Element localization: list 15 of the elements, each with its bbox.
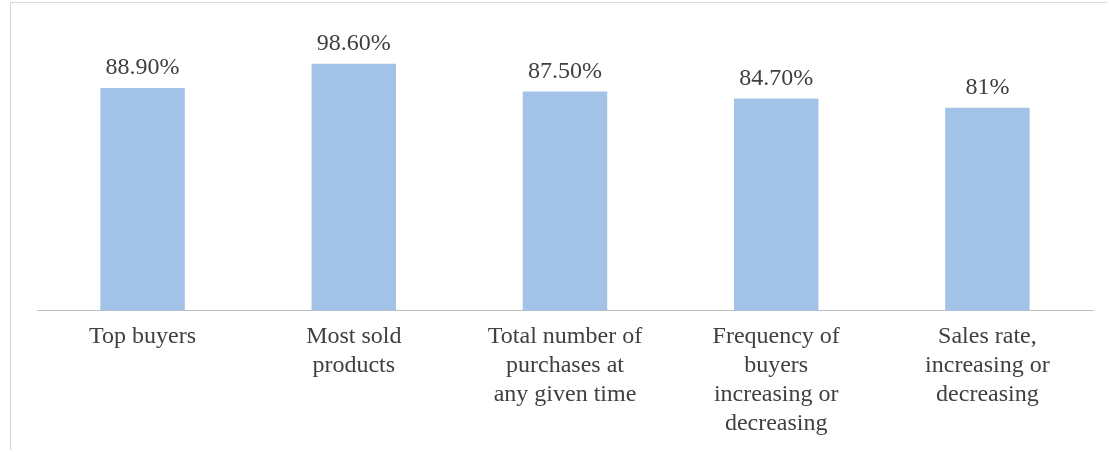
data-label: 87.50% [528, 56, 602, 83]
x-tick-label: Top buyers [89, 322, 197, 349]
data-label: 81% [965, 73, 1010, 100]
bar [311, 63, 397, 311]
x-tick-label: Most sold products [306, 322, 402, 378]
bar [100, 87, 185, 311]
data-label: 88.90% [105, 53, 180, 80]
bar [733, 98, 819, 311]
x-tick-label: Sales rate, increasing or decreasing [925, 322, 1050, 407]
bar [522, 91, 608, 311]
x-tick-label: Total number of purchases at any given time [487, 322, 643, 407]
data-label: 84.70% [739, 63, 814, 90]
bar [945, 107, 1030, 311]
x-tick-label: Frequency of buyers increasing or decreasing [712, 322, 840, 435]
data-label: 98.60% [316, 28, 391, 55]
